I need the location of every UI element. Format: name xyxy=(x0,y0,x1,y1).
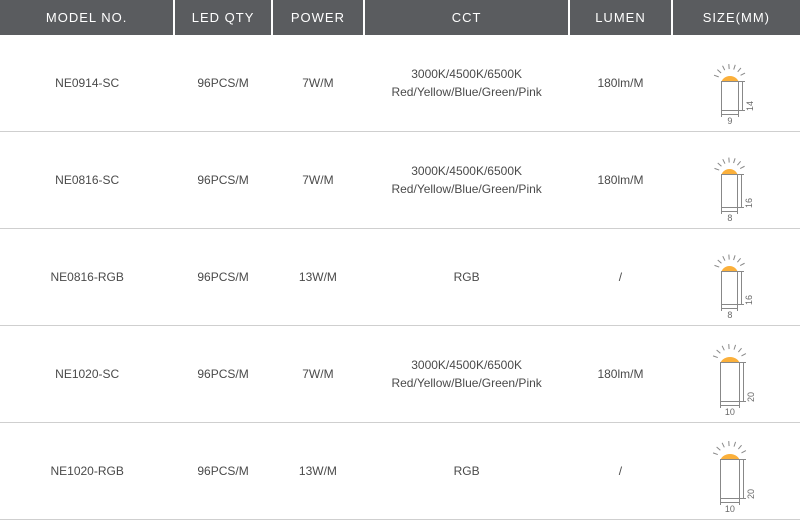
power-cell: 7W/M xyxy=(272,35,364,132)
size-height-label: 16 xyxy=(744,271,754,305)
table-row: NE1020-RGB96PCS/M13W/MRGB/ 10 20 xyxy=(0,423,800,520)
size-height-label: 20 xyxy=(746,362,756,402)
power-cell: 7W/M xyxy=(272,326,364,423)
led-cell: 96PCS/M xyxy=(174,326,271,423)
size-height-label: 14 xyxy=(745,81,755,111)
model-cell: NE0914-SC xyxy=(0,35,174,132)
led-cell: 96PCS/M xyxy=(174,132,271,229)
led-cell: 96PCS/M xyxy=(174,423,271,520)
lumen-cell: 180lm/M xyxy=(569,35,672,132)
size-height-label: 16 xyxy=(744,174,754,208)
table-row: NE0816-RGB96PCS/M13W/MRGB/ 8 16 xyxy=(0,229,800,326)
lumen-cell: / xyxy=(569,423,672,520)
lumen-cell: 180lm/M xyxy=(569,132,672,229)
table-row: NE0816-SC96PCS/M7W/M3000K/4500K/6500KRed… xyxy=(0,132,800,229)
size-cell: 10 20 xyxy=(672,326,800,423)
power-cell: 13W/M xyxy=(272,423,364,520)
table-row: NE1020-SC96PCS/M7W/M3000K/4500K/6500KRed… xyxy=(0,326,800,423)
cct-cell: 3000K/4500K/6500KRed/Yellow/Blue/Green/P… xyxy=(364,132,569,229)
model-cell: NE1020-SC xyxy=(0,326,174,423)
power-cell: 7W/M xyxy=(272,132,364,229)
size-cell: 9 14 xyxy=(672,35,800,132)
size-width-label: 8 xyxy=(721,310,738,320)
size-height-label: 20 xyxy=(746,459,756,499)
model-cell: NE0816-SC xyxy=(0,132,174,229)
led-cell: 96PCS/M xyxy=(174,229,271,326)
cct-cell: 3000K/4500K/6500KRed/Yellow/Blue/Green/P… xyxy=(364,35,569,132)
col-header-power: POWER xyxy=(272,0,364,35)
table-row: NE0914-SC96PCS/M7W/M3000K/4500K/6500KRed… xyxy=(0,35,800,132)
size-width-label: 9 xyxy=(721,116,739,126)
cct-cell: 3000K/4500K/6500KRed/Yellow/Blue/Green/P… xyxy=(364,326,569,423)
lumen-cell: / xyxy=(569,229,672,326)
model-cell: NE0816-RGB xyxy=(0,229,174,326)
col-header-size: SIZE(MM) xyxy=(672,0,800,35)
col-header-led: LED QTY xyxy=(174,0,271,35)
table-header-row: MODEL NO. LED QTY POWER CCT LUMEN SIZE(M… xyxy=(0,0,800,35)
size-cell: 8 16 xyxy=(672,132,800,229)
cct-cell: RGB xyxy=(364,423,569,520)
model-cell: NE1020-RGB xyxy=(0,423,174,520)
col-header-cct: CCT xyxy=(364,0,569,35)
col-header-model: MODEL NO. xyxy=(0,0,174,35)
cct-cell: RGB xyxy=(364,229,569,326)
size-width-label: 10 xyxy=(720,407,740,417)
power-cell: 13W/M xyxy=(272,229,364,326)
spec-table: MODEL NO. LED QTY POWER CCT LUMEN SIZE(M… xyxy=(0,0,800,520)
led-cell: 96PCS/M xyxy=(174,35,271,132)
col-header-lumen: LUMEN xyxy=(569,0,672,35)
size-width-label: 8 xyxy=(721,213,738,223)
size-cell: 8 16 xyxy=(672,229,800,326)
size-width-label: 10 xyxy=(720,504,740,514)
lumen-cell: 180lm/M xyxy=(569,326,672,423)
table-body: NE0914-SC96PCS/M7W/M3000K/4500K/6500KRed… xyxy=(0,35,800,520)
size-cell: 10 20 xyxy=(672,423,800,520)
